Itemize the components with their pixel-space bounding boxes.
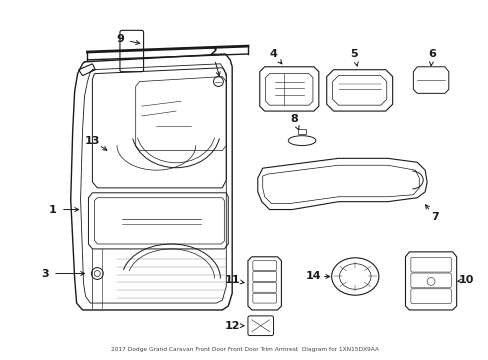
Text: 7: 7 (430, 212, 438, 222)
Text: 1: 1 (49, 204, 57, 215)
Text: 2: 2 (208, 47, 216, 57)
Text: 2017 Dodge Grand Caravan Front Door Front Door Trim Armrest  Diagram for 1XN15DX: 2017 Dodge Grand Caravan Front Door Fron… (110, 347, 378, 352)
Text: 13: 13 (84, 136, 100, 145)
Text: 8: 8 (290, 114, 298, 124)
Text: 6: 6 (427, 49, 435, 59)
Text: 9: 9 (116, 34, 123, 44)
Text: 14: 14 (305, 271, 321, 282)
Text: 3: 3 (41, 269, 49, 279)
Text: 11: 11 (224, 275, 240, 285)
Text: 4: 4 (269, 49, 277, 59)
Text: 10: 10 (458, 275, 473, 285)
Text: 5: 5 (350, 49, 357, 59)
Text: 12: 12 (224, 321, 240, 331)
